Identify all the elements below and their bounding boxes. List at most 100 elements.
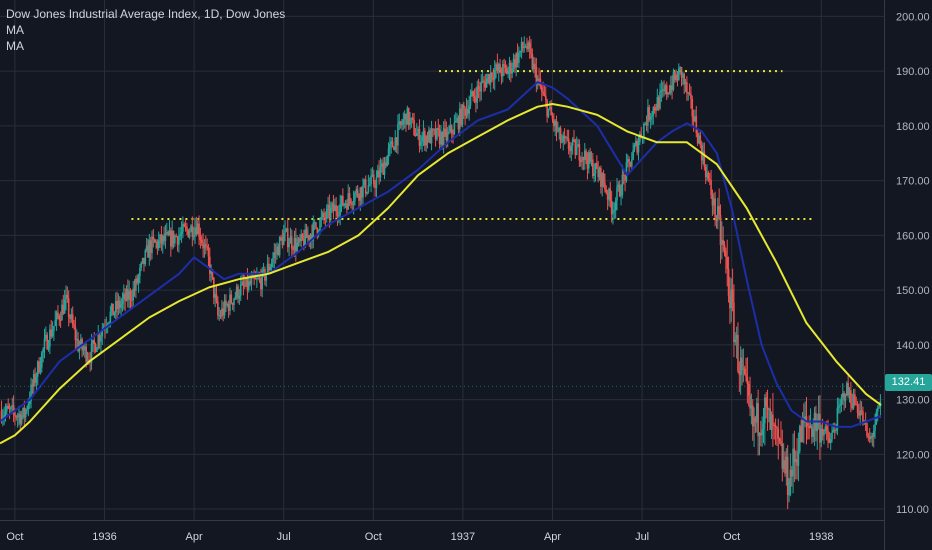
candle-body bbox=[491, 72, 493, 78]
price-axis[interactable]: 110.00 120.00 130.00 140.00 150.00 160.00 170.… bbox=[884, 0, 930, 550]
candle-body bbox=[23, 407, 26, 418]
candle-body bbox=[702, 151, 704, 161]
candle-body bbox=[679, 67, 681, 69]
candle-body bbox=[53, 325, 55, 332]
candle-body bbox=[717, 206, 719, 221]
candle-body bbox=[600, 167, 602, 187]
candle-body bbox=[630, 159, 633, 167]
candle-body bbox=[792, 448, 794, 477]
candle-body bbox=[848, 390, 851, 396]
candle-body bbox=[407, 107, 410, 126]
candle-body bbox=[699, 135, 702, 146]
candle-body bbox=[170, 230, 172, 247]
candle-body bbox=[847, 383, 849, 396]
candle-body bbox=[729, 295, 731, 309]
candle-body bbox=[342, 195, 344, 206]
candle-body bbox=[633, 145, 636, 151]
candle-body bbox=[629, 161, 632, 167]
candle-body bbox=[368, 184, 371, 186]
candle-body bbox=[288, 243, 290, 248]
y-tick-label: 120.00 bbox=[896, 449, 930, 461]
candle-body bbox=[381, 163, 383, 167]
candle-body bbox=[274, 252, 277, 254]
candle-body bbox=[481, 80, 484, 83]
candle-body bbox=[172, 230, 175, 244]
candle-body bbox=[594, 163, 597, 174]
candle-body bbox=[135, 278, 137, 291]
candle-body bbox=[731, 289, 734, 303]
candle-body bbox=[316, 227, 319, 234]
candle-body bbox=[448, 131, 450, 133]
candle-body bbox=[532, 63, 535, 70]
candle-body bbox=[7, 405, 10, 409]
candle-body bbox=[840, 397, 843, 404]
candle-body bbox=[467, 108, 469, 114]
candle-body bbox=[402, 119, 405, 125]
x-tick-label: Apr bbox=[544, 531, 561, 543]
candle-body bbox=[114, 300, 117, 313]
candle-body bbox=[432, 128, 434, 131]
candle-body bbox=[43, 338, 46, 349]
candle-body bbox=[363, 179, 366, 186]
candle-body bbox=[354, 192, 356, 202]
candle-body bbox=[441, 132, 444, 145]
candle-body bbox=[204, 244, 207, 247]
candle-body bbox=[518, 52, 520, 63]
candle-body bbox=[20, 415, 23, 424]
candle-body bbox=[225, 300, 227, 306]
candle-body bbox=[196, 223, 199, 235]
candle-body bbox=[714, 198, 716, 218]
candle-body bbox=[174, 235, 176, 244]
candle-body bbox=[133, 288, 136, 291]
candle-body bbox=[284, 230, 286, 233]
candle-body bbox=[46, 334, 48, 350]
candle-body bbox=[485, 78, 488, 88]
candle-body bbox=[75, 339, 78, 341]
candle-body bbox=[125, 289, 128, 301]
candle-body bbox=[370, 175, 372, 185]
candle-body bbox=[239, 284, 242, 296]
candle-body bbox=[526, 46, 528, 50]
candle-body bbox=[97, 335, 100, 348]
candle-body bbox=[457, 117, 460, 130]
ma-legend-1[interactable]: MA bbox=[6, 23, 24, 37]
candle-body bbox=[328, 204, 331, 218]
candle-body bbox=[442, 128, 445, 145]
candle-body bbox=[598, 167, 601, 178]
candle-body bbox=[429, 130, 432, 144]
candle-body bbox=[227, 303, 230, 311]
candle-body bbox=[672, 72, 675, 90]
candle-body bbox=[156, 241, 159, 249]
candle-body bbox=[680, 67, 683, 78]
candle-body bbox=[653, 107, 656, 111]
candle-body bbox=[751, 405, 754, 427]
candle-body bbox=[143, 257, 145, 265]
candle-body bbox=[71, 314, 74, 325]
candle-body bbox=[160, 234, 163, 244]
candle-body bbox=[609, 188, 612, 201]
time-axis[interactable]: Oct 1936 Apr Jul Oct 1937 Apr Jul Oct 1938 bbox=[0, 520, 884, 544]
candle-body bbox=[635, 140, 637, 146]
candle-body bbox=[382, 163, 384, 175]
candle-body bbox=[678, 68, 680, 81]
candle-body bbox=[590, 159, 593, 162]
candle-body bbox=[456, 117, 458, 122]
candle-body bbox=[597, 169, 599, 178]
candle-body bbox=[122, 293, 125, 300]
candle-body bbox=[839, 403, 841, 406]
candle-body bbox=[348, 193, 351, 200]
candle-body bbox=[312, 222, 315, 241]
candle-body bbox=[833, 429, 836, 431]
chart-title[interactable]: Dow Jones Industrial Average Index, 1D, … bbox=[6, 7, 286, 21]
candle-body bbox=[238, 295, 241, 299]
candle-body bbox=[262, 269, 265, 271]
candle-body bbox=[207, 247, 210, 257]
ma-legend-2[interactable]: MA bbox=[6, 39, 24, 53]
candle-body bbox=[246, 277, 249, 290]
candle-body bbox=[304, 229, 307, 247]
candle-body bbox=[750, 405, 753, 409]
candle-body bbox=[215, 294, 218, 302]
candle-body bbox=[612, 210, 614, 215]
candle-body bbox=[210, 269, 212, 274]
